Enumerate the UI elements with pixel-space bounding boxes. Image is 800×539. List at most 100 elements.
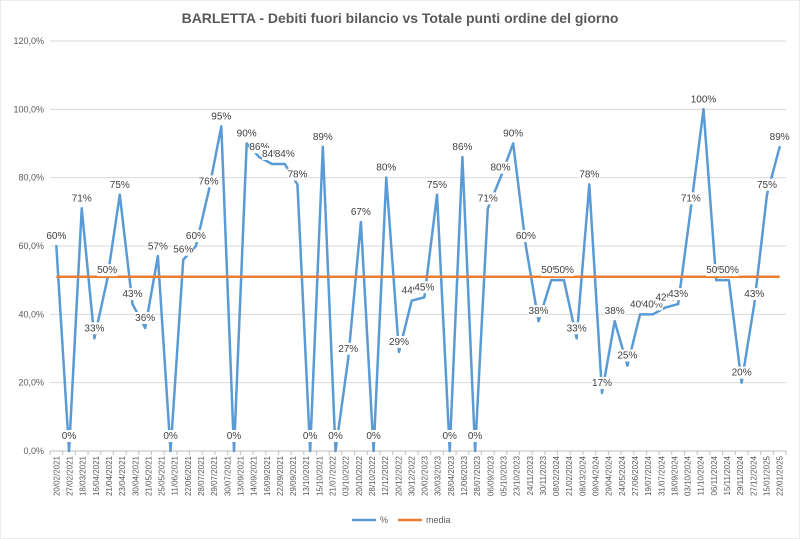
y-tick-label: 40,0% bbox=[18, 309, 44, 319]
data-point bbox=[664, 306, 667, 309]
data-label: 80% bbox=[376, 163, 396, 174]
data-label-bg bbox=[680, 192, 701, 205]
data-label-bg bbox=[147, 240, 168, 253]
data-label: 78% bbox=[287, 170, 307, 181]
data-point bbox=[550, 278, 553, 282]
data-label: 0% bbox=[227, 431, 242, 442]
data-point bbox=[486, 207, 489, 210]
y-tick-label: 0,0% bbox=[23, 446, 44, 456]
data-label-bg bbox=[744, 288, 765, 301]
x-tick-label: 25/05/2021 bbox=[158, 455, 167, 496]
data-label: 36% bbox=[135, 313, 155, 324]
data-label-bg bbox=[528, 305, 549, 318]
data-label-bg bbox=[553, 264, 574, 277]
data-label: 50% bbox=[97, 265, 117, 276]
data-label: 76% bbox=[199, 176, 219, 187]
x-tick-label: 15/11/2024 bbox=[723, 455, 732, 495]
data-label-bg bbox=[468, 430, 483, 442]
data-label-bg bbox=[97, 264, 118, 277]
data-label-bg bbox=[452, 141, 473, 154]
data-point bbox=[55, 244, 58, 248]
x-tick-label: 08/03/2024 bbox=[578, 455, 587, 496]
data-label-bg bbox=[604, 305, 625, 318]
data-label-bg bbox=[287, 168, 308, 181]
x-tick-label: 21/04/2021 bbox=[105, 455, 114, 496]
data-label: 20% bbox=[732, 368, 752, 379]
data-label: 60% bbox=[186, 231, 206, 242]
data-point bbox=[689, 207, 693, 210]
x-tick-label: 27/06/2024 bbox=[631, 455, 640, 496]
x-tick-label: 13/10/2021 bbox=[302, 455, 311, 496]
data-label-bg bbox=[338, 342, 359, 355]
data-point bbox=[80, 207, 83, 210]
data-label: 44% bbox=[402, 286, 422, 297]
data-label: 33% bbox=[84, 323, 104, 334]
data-point bbox=[524, 244, 528, 248]
data-label: 84% bbox=[262, 149, 282, 160]
data-label: 89% bbox=[313, 132, 333, 143]
data-label: 0% bbox=[163, 431, 178, 442]
data-label: 80% bbox=[490, 163, 510, 174]
x-tick-label: 24/05/2024 bbox=[618, 455, 627, 496]
data-label: 71% bbox=[681, 193, 701, 204]
x-tick-label: 14/09/2021 bbox=[250, 455, 259, 496]
data-point bbox=[626, 364, 629, 367]
data-label-bg bbox=[62, 430, 77, 442]
x-tick-label: 03/10/2024 bbox=[684, 455, 693, 496]
data-label-bg bbox=[427, 178, 448, 191]
data-point bbox=[296, 183, 299, 186]
x-tick-label: 29/07/2021 bbox=[210, 455, 219, 496]
x-tick-label: 22/01/2025 bbox=[776, 455, 785, 496]
data-label-bg bbox=[690, 93, 717, 106]
data-label: 50% bbox=[554, 265, 574, 276]
x-tick-label: 30/04/2021 bbox=[131, 455, 140, 496]
data-label: 89% bbox=[770, 132, 790, 143]
x-tick-label: 24/11/2023 bbox=[526, 455, 535, 495]
data-label: 29% bbox=[389, 337, 409, 348]
data-label-bg bbox=[477, 192, 498, 205]
data-label-bg bbox=[566, 322, 587, 335]
x-tick-label: 06/11/2024 bbox=[710, 455, 719, 495]
data-point bbox=[93, 337, 96, 340]
data-label: 0% bbox=[366, 431, 381, 442]
legend: % media bbox=[352, 515, 451, 525]
data-point bbox=[118, 193, 121, 196]
data-point bbox=[473, 449, 477, 453]
data-labels: 60% 0% 71% 33% 50% 75% 43% 36% 57% 0% 56% 60% 76% 95%… bbox=[46, 93, 790, 442]
data-point bbox=[778, 145, 781, 149]
data-label: 0% bbox=[442, 431, 457, 442]
data-label-bg bbox=[388, 335, 409, 348]
data-point bbox=[638, 313, 642, 316]
series-line-percent bbox=[55, 108, 781, 453]
x-tick-label: 09/04/2024 bbox=[592, 455, 601, 496]
x-tick-label: 28/07/2023 bbox=[473, 455, 482, 496]
data-label-bg bbox=[442, 430, 457, 442]
data-label-bg bbox=[668, 288, 689, 301]
data-point bbox=[347, 357, 350, 360]
data-label: 100% bbox=[691, 94, 717, 105]
x-tick-label: 30/03/2023 bbox=[434, 455, 443, 496]
data-label: 86% bbox=[249, 142, 269, 153]
x-tick-label: 30/12/2022 bbox=[407, 455, 416, 496]
x-tick-label: 15/10/2021 bbox=[315, 455, 324, 496]
x-tick-label: 20/12/2022 bbox=[394, 455, 403, 496]
data-label: 42% bbox=[655, 293, 675, 304]
data-label: 90% bbox=[237, 129, 257, 140]
data-label-bg bbox=[592, 376, 612, 389]
data-point bbox=[715, 278, 718, 282]
data-label-bg bbox=[490, 161, 511, 174]
data-label-bg bbox=[46, 230, 67, 242]
data-point bbox=[613, 319, 616, 323]
data-point bbox=[194, 244, 198, 248]
data-label: 27% bbox=[338, 344, 358, 355]
data-label-bg bbox=[312, 130, 333, 143]
data-label: 40% bbox=[630, 299, 650, 310]
data-point bbox=[258, 155, 261, 159]
data-point bbox=[245, 142, 248, 145]
x-tick-label: 21/05/2021 bbox=[144, 455, 153, 496]
x-tick-label: 03/10/2022 bbox=[342, 455, 351, 496]
data-point bbox=[131, 302, 134, 306]
data-point bbox=[410, 299, 413, 302]
data-point bbox=[562, 278, 566, 282]
